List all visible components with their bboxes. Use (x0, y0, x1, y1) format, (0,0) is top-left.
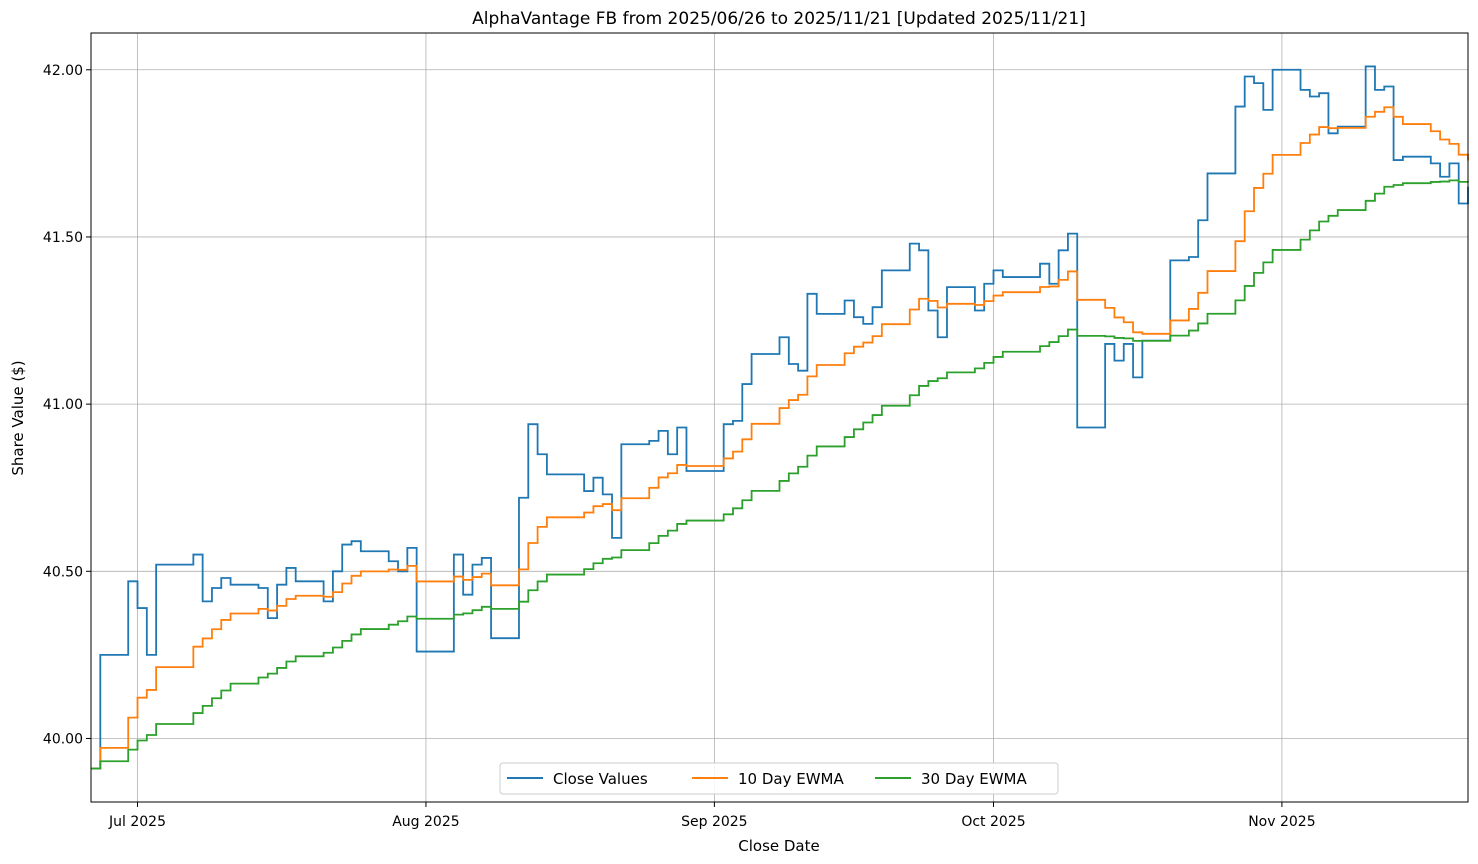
chart-title: AlphaVantage FB from 2025/06/26 to 2025/… (472, 9, 1086, 29)
x-axis: Jul 2025 Aug 2025 Sep 2025 Oct 2025 Nov 2025 (108, 802, 1316, 830)
grid (91, 33, 1468, 802)
ewma-10-line (91, 106, 1469, 770)
x-axis-label: Close Date (738, 837, 819, 855)
y-tick-label: 42.00 (43, 63, 83, 79)
x-tick-label: Sep 2025 (681, 814, 747, 830)
x-tick-label: Aug 2025 (392, 814, 459, 830)
y-axis: 40.00 40.50 41.00 41.50 42.00 (43, 63, 91, 747)
y-tick-label: 41.50 (43, 230, 83, 246)
y-tick-label: 40.50 (43, 564, 83, 580)
plot-frame (90, 32, 1469, 803)
x-tick-label: Nov 2025 (1248, 814, 1315, 830)
x-tick-label: Jul 2025 (108, 814, 166, 830)
series-lines (91, 65, 1469, 770)
y-tick-label: 40.00 (43, 731, 83, 747)
legend-label-close: Close Values (553, 770, 648, 788)
x-tick-label: Oct 2025 (961, 814, 1025, 830)
legend-label-ewma30: 30 Day EWMA (921, 770, 1027, 788)
ewma-30-line (91, 179, 1469, 770)
legend-label-ewma10: 10 Day EWMA (738, 770, 844, 788)
legend: Close Values 10 Day EWMA 30 Day EWMA (499, 762, 1059, 795)
y-tick-label: 41.00 (43, 397, 83, 413)
y-axis-label: Share Value ($) (9, 360, 27, 475)
